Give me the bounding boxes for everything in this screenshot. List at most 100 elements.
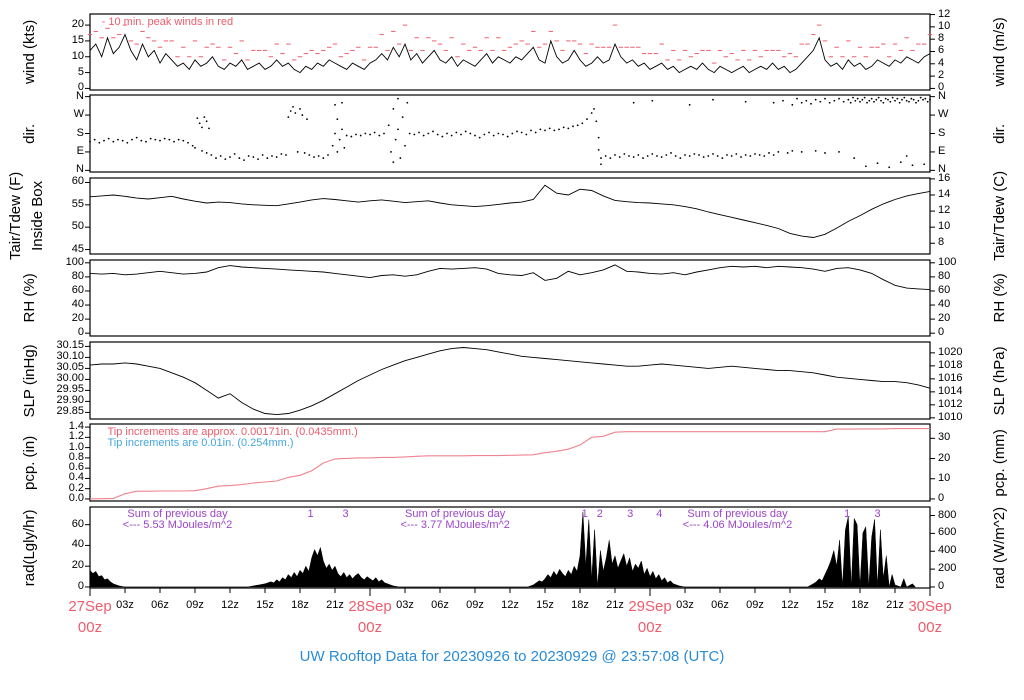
dir-dot [567,127,570,130]
dir-dot [866,101,868,104]
dir-dot [117,138,119,141]
dir-dot [247,155,250,157]
dir-dot [888,166,891,169]
dir-dot [600,157,602,159]
dir-dot [336,151,339,153]
tick-label-right-temp: 8 [938,236,945,249]
tick-label-right-pcp: 30 [938,431,951,444]
dir-dot [553,129,556,132]
x-hour-label: 21z [326,599,344,611]
dir-dot [506,135,509,138]
dir-dot [922,98,924,101]
tick-label-left-rad: 0 [77,579,84,592]
dir-dot [698,154,700,156]
dir-dot [271,155,273,157]
dir-dot [646,155,649,157]
dir-dot [777,151,780,153]
panel-box-rh [89,259,931,337]
dir-dot [744,154,747,156]
dir-dot [905,155,908,157]
dir-dot [926,100,929,103]
dir-dot [905,99,908,102]
dir-dot [721,157,724,159]
tick-label-right-rh: 0 [938,326,945,339]
dir-dot [390,151,392,153]
dir-dot [135,136,138,139]
dir-dot [196,117,199,120]
dir-dot [530,129,532,132]
wind-avg-line [89,33,931,74]
dir-dot [772,101,775,104]
dir-dot [334,103,336,106]
dir-dot [525,133,528,136]
dir-dot [243,159,245,162]
dir-dot [341,128,343,131]
dir-dot [824,97,826,100]
dir-dot [511,132,514,135]
dir-dot [460,133,462,136]
dir-dot [544,129,546,132]
x-hour-label: 12z [781,599,799,611]
dir-dot [712,98,714,101]
dir-dot [413,133,416,136]
dir-dot [336,118,339,121]
dir-dot [716,155,719,157]
x-hour-label: 15z [536,599,554,611]
dir-dot [749,155,752,157]
chart-title: UW Rooftop Data for 20230926 to 20230929… [299,648,725,665]
dir-dot [618,156,621,158]
dir-dot [562,126,565,129]
dir-dot [702,156,705,158]
tick-label-right-dir: N [938,163,946,176]
dir-dot [464,130,467,133]
dir-dot [590,112,593,114]
dir-dot [604,155,607,157]
x-hour-label: 21z [606,599,624,611]
panel-box-pcp [89,423,931,502]
dir-dot [287,116,290,119]
dir-dot [191,144,194,147]
dir-dot [229,156,231,158]
dir-dot [876,162,879,165]
dir-dot [131,138,133,141]
dir-dot [534,131,537,134]
axis-title-right-rad: rad (W/m^2) [991,506,1009,589]
dir-dot [397,97,399,100]
dir-dot [651,153,654,155]
dir-dot [488,131,490,134]
rad-hour-mark: 1 [844,508,851,520]
tick-label-left-rh: 40 [71,298,84,311]
dir-dot [285,154,287,156]
dir-dot [233,153,236,155]
dir-dot [187,141,189,144]
dir-dot [198,122,201,125]
tick-label-left-slp: 30.05 [56,361,84,374]
dir-dot [322,157,325,159]
dir-dot [919,96,922,99]
tick-label-right-rh: 20 [938,312,951,325]
tick-label-left-rh: 80 [71,269,84,282]
dir-dot [317,155,320,157]
tick-label-right-rad: 0 [938,579,945,592]
dir-dot [842,100,845,103]
dir-dot [824,152,826,154]
tick-label-right-slp: 1016 [938,371,963,384]
dir-dot [173,140,175,143]
dir-dot [819,100,822,103]
x-hour-label: 09z [466,599,484,611]
tick-label-left-wind: 20 [71,18,84,31]
tick-label-right-wind: 2 [938,69,945,82]
wind-peak-note: - 10 min. peak winds in red [101,16,234,28]
x-hour-label: 06z [431,599,449,611]
panel-box-dir [89,94,931,173]
dir-dot [497,132,500,135]
tick-label-left-temp: 50 [71,220,84,233]
dir-dot [814,98,817,101]
dir-dot [215,157,217,159]
dir-dot [849,101,852,104]
panel-box-slp [89,341,931,420]
dir-dot [121,139,124,142]
dir-dot [642,157,644,159]
dir-dot [107,137,110,140]
dir-dot [394,138,397,141]
